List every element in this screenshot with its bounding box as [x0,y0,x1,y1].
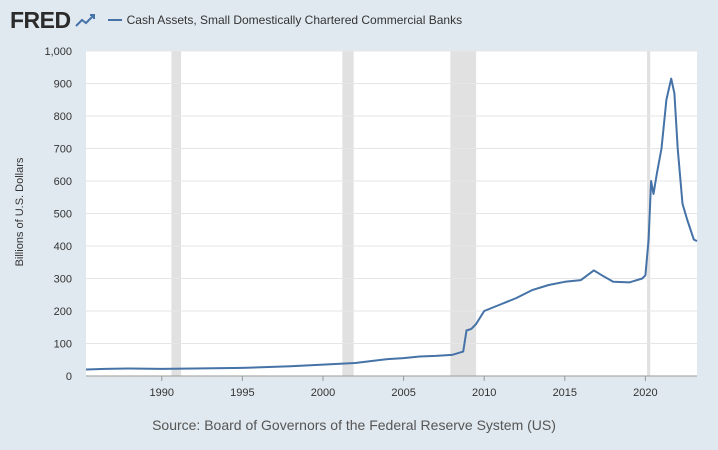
y-tick-label: 600 [54,176,72,188]
y-tick-label: 800 [54,111,72,123]
x-tick-label: 2020 [633,387,657,399]
y-tick-label: 1,000 [44,46,72,58]
y-tick-label: 900 [54,79,72,91]
x-tick-label: 2005 [391,387,415,399]
y-tick-label: 500 [54,209,72,221]
x-tick-label: 2000 [311,387,335,399]
legend-label: Cash Assets, Small Domestically Chartere… [126,13,463,27]
y-tick-label: 200 [54,306,72,318]
chart-header: FRED Cash Assets, Small Domestically Cha… [10,6,462,34]
x-tick-label: 1995 [230,387,254,399]
y-tick-label: 700 [54,144,72,156]
legend[interactable]: Cash Assets, Small Domestically Chartere… [107,13,463,27]
y-tick-label: 300 [54,274,72,286]
x-tick-label: 1990 [150,387,174,399]
series-line [85,77,698,371]
x-tick-label: 2010 [472,387,496,399]
y-tick-label: 100 [54,339,72,351]
x-tick-label: 2015 [553,387,577,399]
legend-swatch [107,19,122,21]
source-note: Source: Board of Governors of the Federa… [152,417,556,433]
line-chart-icon [73,11,98,29]
y-tick-label: 400 [54,241,72,253]
y-tick-label: 0 [66,371,72,383]
fred-logo[interactable]: FRED [10,6,71,33]
